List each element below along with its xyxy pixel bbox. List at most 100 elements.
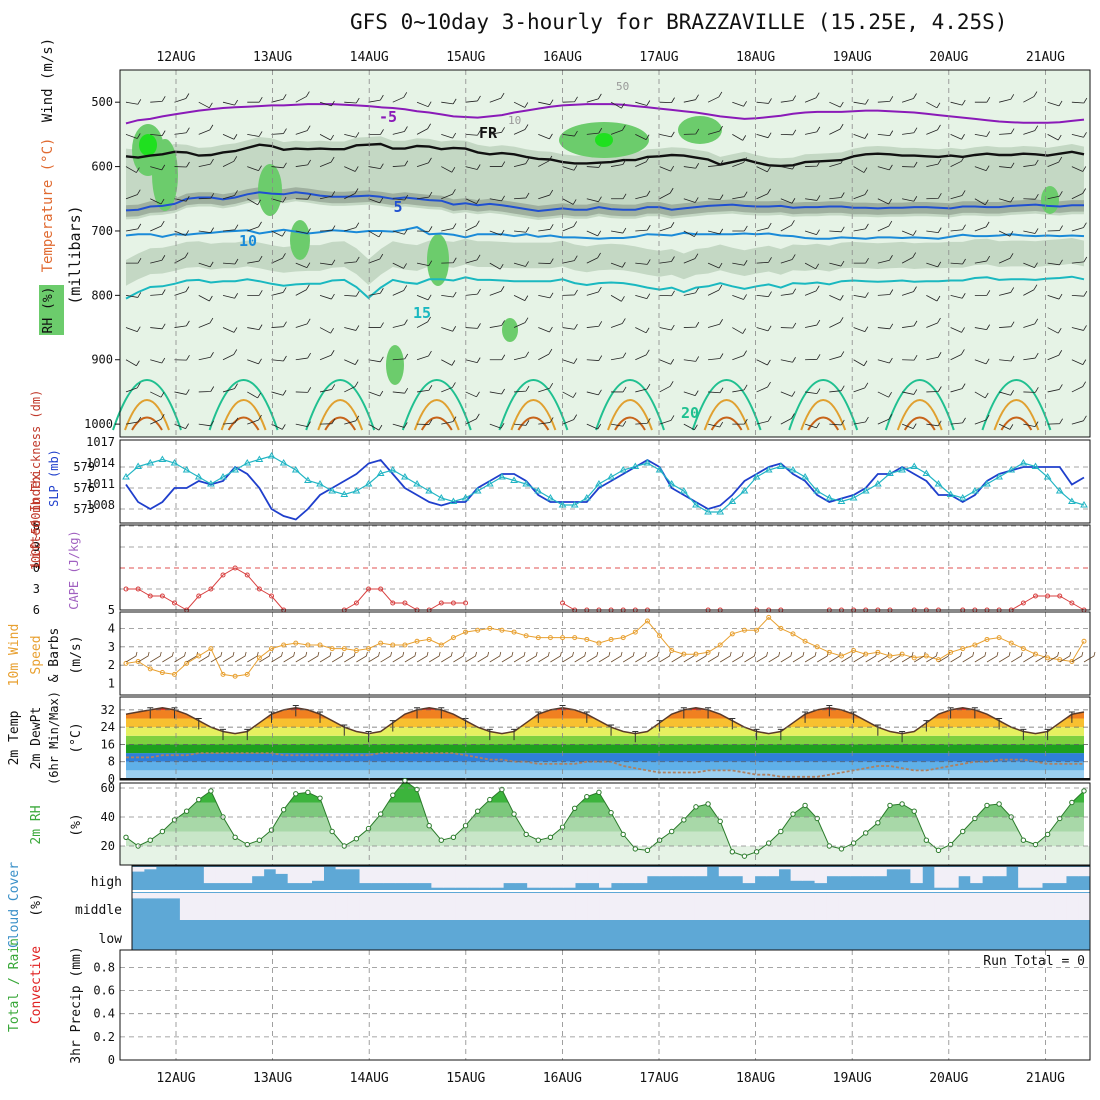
- wind-speed-point: [244, 671, 250, 677]
- minmax-bar: [1020, 728, 1027, 741]
- wind-barb-10m: [1047, 651, 1060, 663]
- minmax-bar: [632, 730, 639, 743]
- wind-barb: [465, 164, 481, 170]
- cloud-clear-middle: [982, 893, 995, 920]
- temp-tick-label: 32: [101, 703, 115, 717]
- wind10m-panel: 1 2 3 4 5 10m Wind Speed & Barbs (m/s): [7, 603, 1096, 696]
- wind-barb-10m: [344, 651, 356, 663]
- wind-barb: [611, 386, 627, 393]
- slp-marker: [219, 473, 227, 480]
- wind-barb-10m: [998, 651, 1011, 663]
- wind-barb: [950, 156, 965, 167]
- cloud-clear-high: [634, 867, 648, 884]
- cloud-clear-middle: [443, 893, 456, 920]
- wind-barb: [222, 190, 238, 200]
- wind-barb: [174, 230, 189, 236]
- wind-barb: [344, 381, 359, 393]
- wind-speed-point: [341, 646, 347, 652]
- cloud-clear-middle: [371, 893, 384, 920]
- wind-barb: [780, 413, 795, 425]
- rh-point: [693, 804, 699, 810]
- wind-barb: [198, 227, 214, 234]
- slp-marker: [570, 501, 579, 508]
- wind-barb: [829, 351, 845, 361]
- wind-barb-10m: [732, 651, 744, 663]
- wind-barb: [610, 421, 627, 427]
- precip-tick-label: 0.6: [93, 984, 115, 998]
- wind-speed-point: [717, 642, 723, 648]
- top-date-label: 21AUG: [1026, 50, 1065, 65]
- wind-barb: [683, 390, 699, 397]
- wind-barb: [271, 390, 287, 396]
- wind-speed-point: [984, 636, 990, 642]
- wind-barb-10m: [125, 651, 138, 663]
- wind-barb-10m: [356, 651, 368, 663]
- wind-barb-10m: [659, 651, 671, 663]
- slp-marker: [522, 480, 531, 487]
- isotherm-25: [607, 399, 653, 431]
- wind-barb: [877, 414, 893, 425]
- cloud-clear-middle: [515, 893, 528, 920]
- wind-barb: [319, 100, 335, 107]
- wind-barb: [295, 284, 310, 296]
- wind-barb-10m: [137, 651, 150, 663]
- cloud-clear-middle: [311, 893, 324, 920]
- cloud-clear-middle: [395, 893, 408, 920]
- cloud-clear-high: [611, 867, 624, 884]
- wind-barb: [513, 317, 529, 328]
- wind-barb: [756, 98, 772, 104]
- bottom-date-label: 19AUG: [833, 1071, 872, 1086]
- cloud-clear-high: [515, 867, 528, 884]
- cloud-clear-high: [1030, 867, 1043, 888]
- panel-border: [119, 439, 1091, 524]
- rh-point: [838, 846, 845, 852]
- wind-speed-point: [511, 629, 517, 635]
- minmax-bar: [753, 728, 760, 741]
- wind-barb: [416, 101, 432, 108]
- wind-barb: [901, 423, 917, 429]
- slp-marker: [510, 476, 518, 483]
- wind-barb: [732, 157, 747, 167]
- rh-base: [120, 846, 1090, 865]
- wind-barb: [732, 327, 747, 334]
- rh-point: [681, 817, 687, 823]
- wind-barb: [683, 163, 700, 169]
- cloud-clear-high: [132, 867, 145, 872]
- wind-barb: [950, 224, 966, 232]
- cloud-clear-middle: [155, 893, 169, 899]
- wind-barb: [392, 353, 409, 361]
- wind-barb-10m: [525, 651, 538, 663]
- run-total-label: Run Total = 0: [983, 954, 1085, 969]
- wind-speed-point: [487, 625, 493, 631]
- wind-barb: [271, 321, 287, 328]
- wind-barb: [562, 324, 578, 330]
- wind-barb-10m: [331, 651, 344, 663]
- wind-speed-point: [632, 629, 638, 635]
- wind-barb: [780, 254, 796, 264]
- wind-barb: [538, 326, 553, 333]
- wind-barb: [222, 156, 238, 167]
- wind-speed-point: [232, 673, 238, 679]
- wind-barb: [877, 130, 894, 137]
- minmax-bar: [1068, 711, 1075, 723]
- wind-barb: [707, 319, 723, 328]
- cloud-clear-middle: [419, 893, 432, 920]
- wind-barb: [1071, 188, 1087, 200]
- rh-tick-label: 40: [101, 810, 115, 824]
- cloud-clear-high: [263, 867, 277, 870]
- wind-barb: [732, 350, 747, 361]
- top-date-label: 14AUG: [350, 50, 389, 65]
- wind-barb-10m: [707, 651, 720, 663]
- cloud-clear-middle: [179, 893, 193, 920]
- isotherm-25: [896, 399, 943, 431]
- isotherm-label: 5: [393, 198, 402, 216]
- wind-barb: [174, 354, 190, 361]
- slp-marker: [776, 462, 785, 469]
- wind-barb: [368, 129, 384, 135]
- slp-marker: [801, 473, 809, 480]
- wind-barb: [247, 198, 262, 206]
- wind-barb: [368, 197, 384, 204]
- wind-barb: [756, 291, 772, 298]
- wind-barb-10m: [501, 651, 514, 663]
